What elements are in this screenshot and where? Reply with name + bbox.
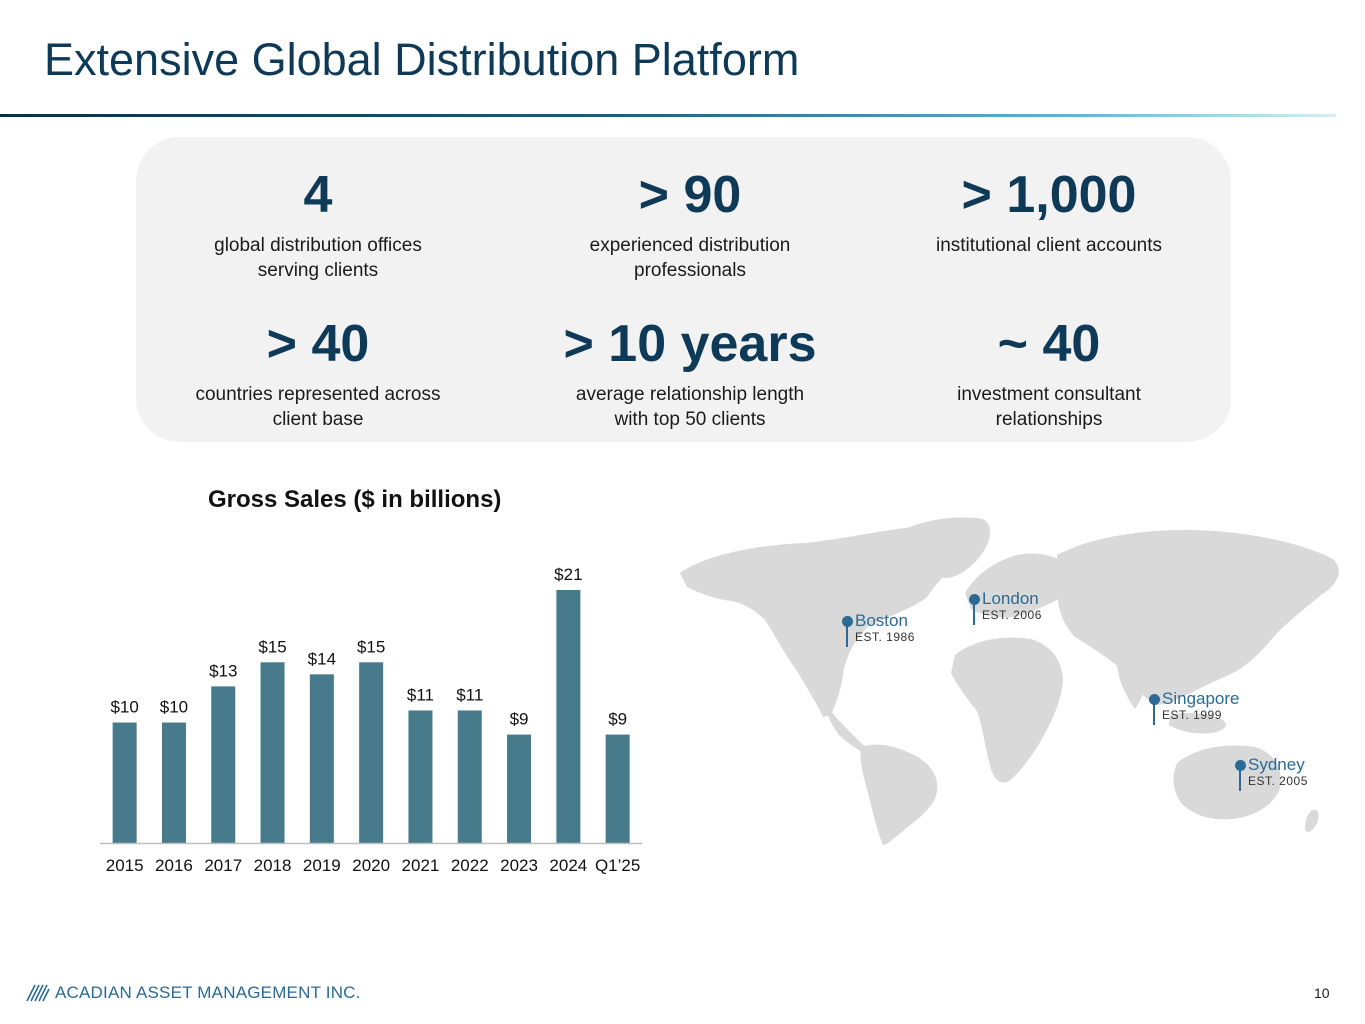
office-city: Sydney — [1248, 755, 1305, 774]
stat-description: experienced distribution professionals — [589, 235, 791, 281]
new-zealand-shape — [1305, 809, 1319, 832]
chart-bar — [211, 686, 236, 843]
chart-data-label: $15 — [258, 637, 286, 656]
acadian-logo-icon — [26, 984, 50, 1002]
stat-offices: 4 global distribution offices serving cl… — [148, 165, 488, 283]
europe-shape — [965, 553, 1072, 618]
map-pin-icon — [969, 594, 980, 605]
stat-value: ~ 40 — [997, 315, 1101, 373]
page-title: Extensive Global Distribution Platform — [44, 34, 800, 85]
chart-x-tick-label: Q1’25 — [595, 856, 640, 875]
india-shape — [1115, 653, 1147, 709]
stat-value: > 10 years — [563, 315, 817, 373]
chart-data-label: $11 — [407, 685, 434, 704]
page-number: 10 — [1314, 985, 1330, 1001]
greenland-shape — [910, 517, 991, 579]
chart-bar — [605, 734, 630, 843]
chart-x-tick-label: 2020 — [352, 856, 390, 875]
chart-bar — [507, 734, 532, 843]
office-established: EST. 2005 — [1248, 774, 1308, 788]
japan-shape — [1268, 595, 1289, 637]
office-established: EST. 2006 — [982, 608, 1042, 622]
stat-value: 4 — [303, 166, 333, 224]
office-city: London — [982, 589, 1039, 608]
office-city: Boston — [855, 611, 908, 630]
chart-data-label: $14 — [308, 649, 336, 668]
stat-description: institutional client accounts — [935, 235, 1162, 256]
central-america-shape — [827, 711, 871, 755]
chart-bar — [161, 722, 186, 843]
stat-value: > 90 — [638, 166, 742, 224]
stat-professionals: > 90 experienced distribution profession… — [520, 165, 860, 283]
stat-value: > 40 — [266, 315, 370, 373]
chart-x-tick-label: 2017 — [204, 856, 242, 875]
stat-description: average relationship length with top 50 … — [575, 384, 805, 430]
chart-bar — [112, 722, 137, 843]
chart-x-tick-label: 2024 — [549, 856, 587, 875]
chart-bar — [408, 710, 433, 843]
chart-x-tick-label: 2016 — [155, 856, 193, 875]
stat-client-accounts: > 1,000 institutional client accounts — [879, 165, 1219, 258]
stat-value: > 1,000 — [961, 166, 1137, 224]
office-established: EST. 1986 — [855, 630, 915, 644]
map-pin-icon — [1235, 760, 1246, 771]
chart-data-label: $21 — [554, 565, 582, 584]
chart-bar — [359, 662, 384, 843]
chart-x-tick-label: 2018 — [254, 856, 292, 875]
stat-countries: > 40 countries represented across client… — [148, 314, 488, 432]
chart-data-label: $9 — [510, 710, 529, 729]
gross-sales-bar-chart: $10 2015 $10 2016 $13 2017 $15 2018 $14 2019 $15 20… — [100, 565, 643, 875]
chart-data-label: $13 — [209, 661, 237, 680]
stat-description: investment consultant relationships — [957, 384, 1141, 430]
chart-bar — [556, 590, 581, 843]
chart-x-tick-label: 2019 — [303, 856, 341, 875]
chart-bar — [457, 710, 482, 843]
australia-shape — [1173, 745, 1281, 820]
map-pin-icon — [1149, 694, 1160, 705]
asia-shape — [1057, 530, 1339, 705]
chart-bar — [260, 662, 285, 843]
map-pin-stem — [1153, 703, 1155, 725]
stat-description: countries represented across client base — [195, 384, 441, 430]
office-established: EST. 1999 — [1162, 708, 1222, 722]
company-logo: ACADIAN ASSET MANAGEMENT INC. — [26, 983, 361, 1003]
map-pin-stem — [973, 603, 975, 625]
stats-panel: 4 global distribution offices serving cl… — [136, 137, 1231, 442]
world-map: Boston EST. 1986 London EST. 2006 Singap… — [665, 515, 1365, 845]
chart-bar — [309, 674, 334, 843]
company-name: ACADIAN ASSET MANAGEMENT INC. — [55, 983, 361, 1002]
office-city: Singapore — [1162, 689, 1240, 708]
chart-x-tick-label: 2023 — [500, 856, 538, 875]
north-america-shape — [680, 523, 965, 717]
stat-relationship-length: > 10 years average relationship length w… — [520, 314, 860, 432]
chart-x-tick-label: 2021 — [402, 856, 440, 875]
chart-data-label: $15 — [357, 637, 385, 656]
chart-x-tick-label: 2022 — [451, 856, 489, 875]
chart-data-label: $9 — [608, 710, 627, 729]
southeast-asia-islands-shape — [1169, 712, 1226, 734]
south-america-shape — [860, 744, 938, 845]
title-divider — [0, 114, 1336, 117]
world-map-land — [680, 517, 1339, 845]
chart-data-label: $11 — [456, 685, 483, 704]
africa-shape — [951, 637, 1063, 783]
chart-title: Gross Sales ($ in billions) — [208, 486, 502, 513]
map-pin-icon — [842, 616, 853, 627]
stat-description: global distribution offices serving clie… — [214, 235, 422, 281]
stat-consultants: ~ 40 investment consultant relationships — [879, 314, 1219, 432]
chart-x-tick-label: 2015 — [106, 856, 144, 875]
chart-data-label: $10 — [160, 698, 188, 717]
map-pin-stem — [846, 625, 848, 647]
map-pin-stem — [1239, 769, 1241, 791]
chart-data-label: $10 — [110, 698, 138, 717]
